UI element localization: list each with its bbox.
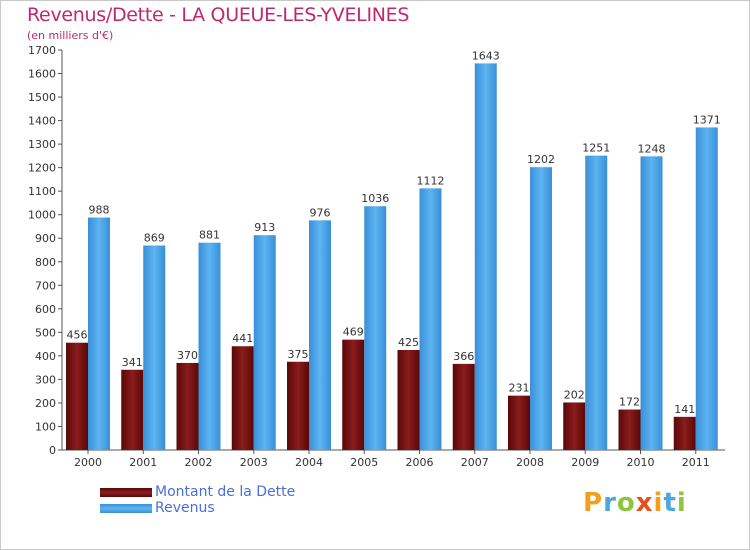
bar-dette [231, 346, 254, 450]
value-label-dette: 441 [232, 332, 253, 345]
bar-revenus [198, 242, 221, 450]
bar-chart: 0 100 200 300 400 500 600 700 800 900 1000 1100 1200… [28, 44, 725, 469]
value-label-dette: 366 [453, 350, 474, 363]
value-label-dette: 231 [509, 382, 530, 395]
y-tick-label: 1500 [28, 91, 56, 104]
bar-dette [66, 342, 88, 450]
y-tick-label: 500 [35, 326, 56, 339]
value-label-dette: 202 [564, 388, 585, 401]
bar-dette [452, 363, 475, 450]
y-tick-label: 800 [35, 256, 56, 269]
y-tick-label: 200 [35, 397, 56, 410]
x-tick-label: 2005 [350, 456, 378, 469]
value-label-revenus: 869 [144, 232, 165, 245]
y-tick-label: 1700 [28, 44, 56, 57]
x-tick-label: 2010 [627, 456, 655, 469]
logo-letter: t [663, 488, 677, 518]
y-tick-label: 700 [35, 279, 56, 292]
bar-dette [342, 339, 365, 450]
y-tick-label: 900 [35, 232, 56, 245]
value-label-revenus: 1643 [472, 49, 500, 62]
bar-revenus [419, 188, 442, 450]
x-tick-label: 2001 [129, 456, 157, 469]
value-labels: 456 988 341 869 370 881 441 913 375 976 469 1036 425… [67, 49, 721, 415]
value-label-revenus: 1251 [582, 142, 610, 155]
bar-revenus [364, 206, 387, 450]
logo-letter: x [635, 488, 654, 518]
y-tick-label: 1400 [28, 115, 56, 128]
legend-swatch-revenus [100, 504, 152, 513]
y-tick-label: 300 [35, 373, 56, 386]
axes: 0 100 200 300 400 500 600 700 800 900 1000 1100 1200… [28, 44, 725, 469]
logo-letter: o [616, 488, 636, 518]
x-tick-label: 2008 [516, 456, 544, 469]
bar-revenus [143, 245, 166, 450]
value-label-dette: 141 [674, 403, 695, 416]
value-label-dette: 375 [288, 348, 309, 361]
bar-dette [508, 395, 530, 450]
y-tick-label: 1300 [28, 138, 56, 151]
value-label-dette: 425 [398, 336, 419, 349]
bar-revenus [88, 217, 110, 450]
legend-label-revenus: Revenus [155, 500, 215, 516]
value-label-revenus: 1112 [417, 174, 445, 187]
value-label-revenus: 1248 [638, 142, 666, 155]
x-tick-label: 2006 [406, 456, 434, 469]
value-label-revenus: 1202 [527, 153, 555, 166]
legend-swatch-debt [100, 488, 152, 497]
value-label-revenus: 1371 [693, 113, 721, 126]
bars [66, 63, 718, 451]
bar-dette [287, 361, 309, 450]
bar-revenus [585, 155, 608, 450]
bar-dette [121, 369, 144, 450]
bar-revenus [474, 63, 497, 450]
y-tick-label: 1600 [28, 68, 56, 81]
y-tick-label: 1200 [28, 162, 56, 175]
value-label-dette: 370 [177, 349, 198, 362]
y-tick-label: 600 [35, 303, 56, 316]
y-tick-label: 1000 [28, 209, 56, 222]
logo-letter: i [676, 488, 687, 518]
bar-revenus [640, 156, 663, 450]
proxiti-logo: Proxiti [583, 488, 687, 518]
legend-label-debt: Montant de la Dette [155, 484, 296, 500]
bar-dette [673, 416, 696, 450]
y-tick-label: 400 [35, 350, 56, 363]
y-tick-label: 100 [35, 420, 56, 433]
x-tick-label: 2000 [74, 456, 102, 469]
x-tick-label: 2003 [240, 456, 268, 469]
chart-title: Revenus/Dette - LA QUEUE-LES-YVELINES [27, 4, 410, 26]
value-label-dette: 469 [343, 326, 364, 339]
value-label-revenus: 913 [254, 221, 275, 234]
value-label-revenus: 881 [199, 229, 220, 242]
y-tick-label: 0 [49, 444, 56, 457]
value-label-dette: 172 [619, 396, 640, 409]
logo-letter: P [583, 488, 604, 518]
bar-revenus [695, 127, 718, 450]
bar-dette [176, 362, 199, 450]
value-label-dette: 456 [67, 329, 88, 342]
value-label-revenus: 1036 [361, 192, 389, 205]
value-label-revenus: 988 [89, 204, 110, 217]
x-tick-label: 2007 [461, 456, 489, 469]
bar-revenus [530, 167, 552, 451]
bar-revenus [253, 235, 276, 450]
value-label-revenus: 976 [310, 206, 331, 219]
logo-letter: i [653, 488, 664, 518]
bar-dette [618, 409, 641, 450]
x-tick-label: 2004 [295, 456, 323, 469]
chart-subtitle: (en milliers d'€) [27, 29, 114, 42]
logo-letter: r [603, 488, 617, 518]
x-tick-label: 2009 [571, 456, 599, 469]
value-label-dette: 341 [122, 356, 143, 369]
x-tick-label: 2011 [682, 456, 710, 469]
bar-revenus [309, 220, 331, 450]
bar-dette [397, 350, 420, 450]
bar-dette [563, 402, 586, 450]
x-tick-label: 2002 [185, 456, 213, 469]
y-tick-label: 1100 [28, 185, 56, 198]
